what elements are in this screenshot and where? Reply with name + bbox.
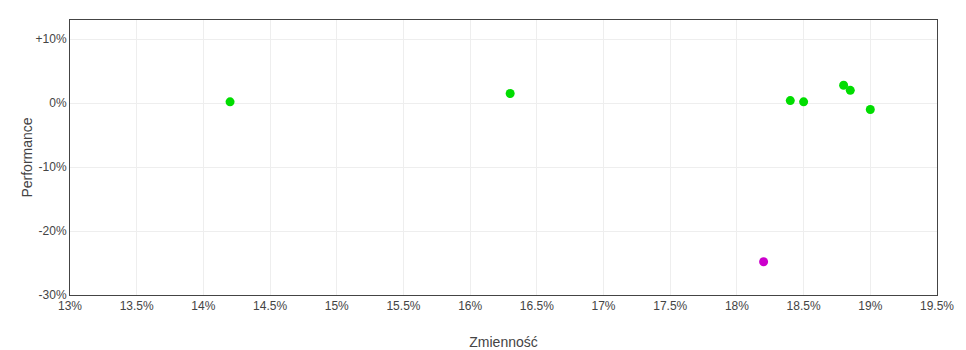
svg-text:14%: 14% <box>191 299 215 313</box>
svg-text:-10%: -10% <box>39 160 67 174</box>
svg-text:18%: 18% <box>725 299 749 313</box>
svg-text:0%: 0% <box>49 96 67 110</box>
svg-text:17%: 17% <box>592 299 616 313</box>
svg-text:13.5%: 13.5% <box>120 299 154 313</box>
svg-text:16.5%: 16.5% <box>520 299 554 313</box>
svg-text:Performance: Performance <box>19 117 35 197</box>
svg-text:13%: 13% <box>58 299 82 313</box>
svg-text:17.5%: 17.5% <box>653 299 687 313</box>
svg-text:15%: 15% <box>325 299 349 313</box>
svg-text:19%: 19% <box>858 299 882 313</box>
svg-text:-30%: -30% <box>39 288 67 302</box>
svg-text:16%: 16% <box>458 299 482 313</box>
svg-text:14.5%: 14.5% <box>253 299 287 313</box>
svg-text:19.5%: 19.5% <box>920 299 954 313</box>
svg-text:15.5%: 15.5% <box>386 299 420 313</box>
svg-text:-20%: -20% <box>39 224 67 238</box>
svg-text:+10%: +10% <box>36 32 67 46</box>
svg-text:18.5%: 18.5% <box>787 299 821 313</box>
svg-text:Zmienność: Zmienność <box>469 334 537 350</box>
